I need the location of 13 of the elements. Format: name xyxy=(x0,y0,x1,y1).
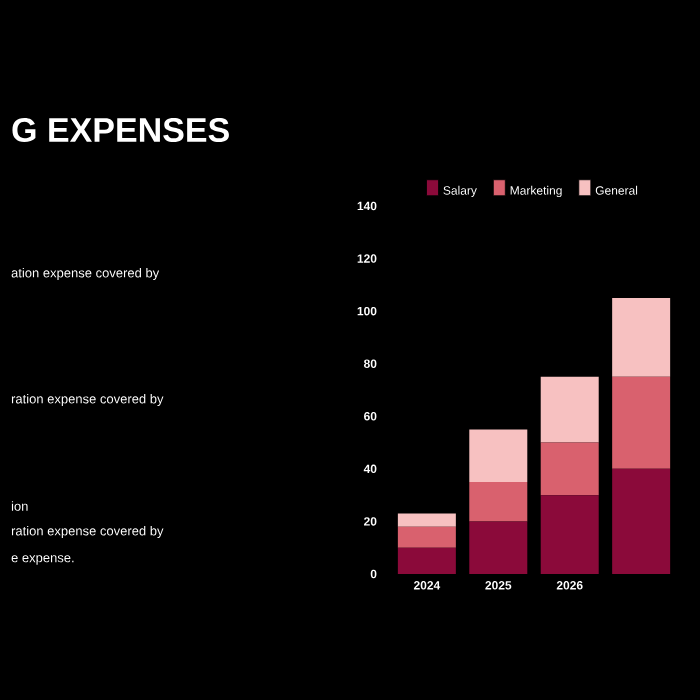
bar xyxy=(612,297,671,377)
bar xyxy=(612,376,671,469)
bar xyxy=(397,526,456,548)
bar xyxy=(469,429,528,482)
bar xyxy=(540,495,599,574)
bar xyxy=(469,521,528,574)
bar xyxy=(540,442,599,496)
bar xyxy=(397,513,456,527)
bar xyxy=(397,547,456,574)
bar xyxy=(540,376,599,443)
bar xyxy=(469,482,528,522)
chart-title: G EXPENSES xyxy=(12,117,229,143)
bar xyxy=(612,468,671,574)
